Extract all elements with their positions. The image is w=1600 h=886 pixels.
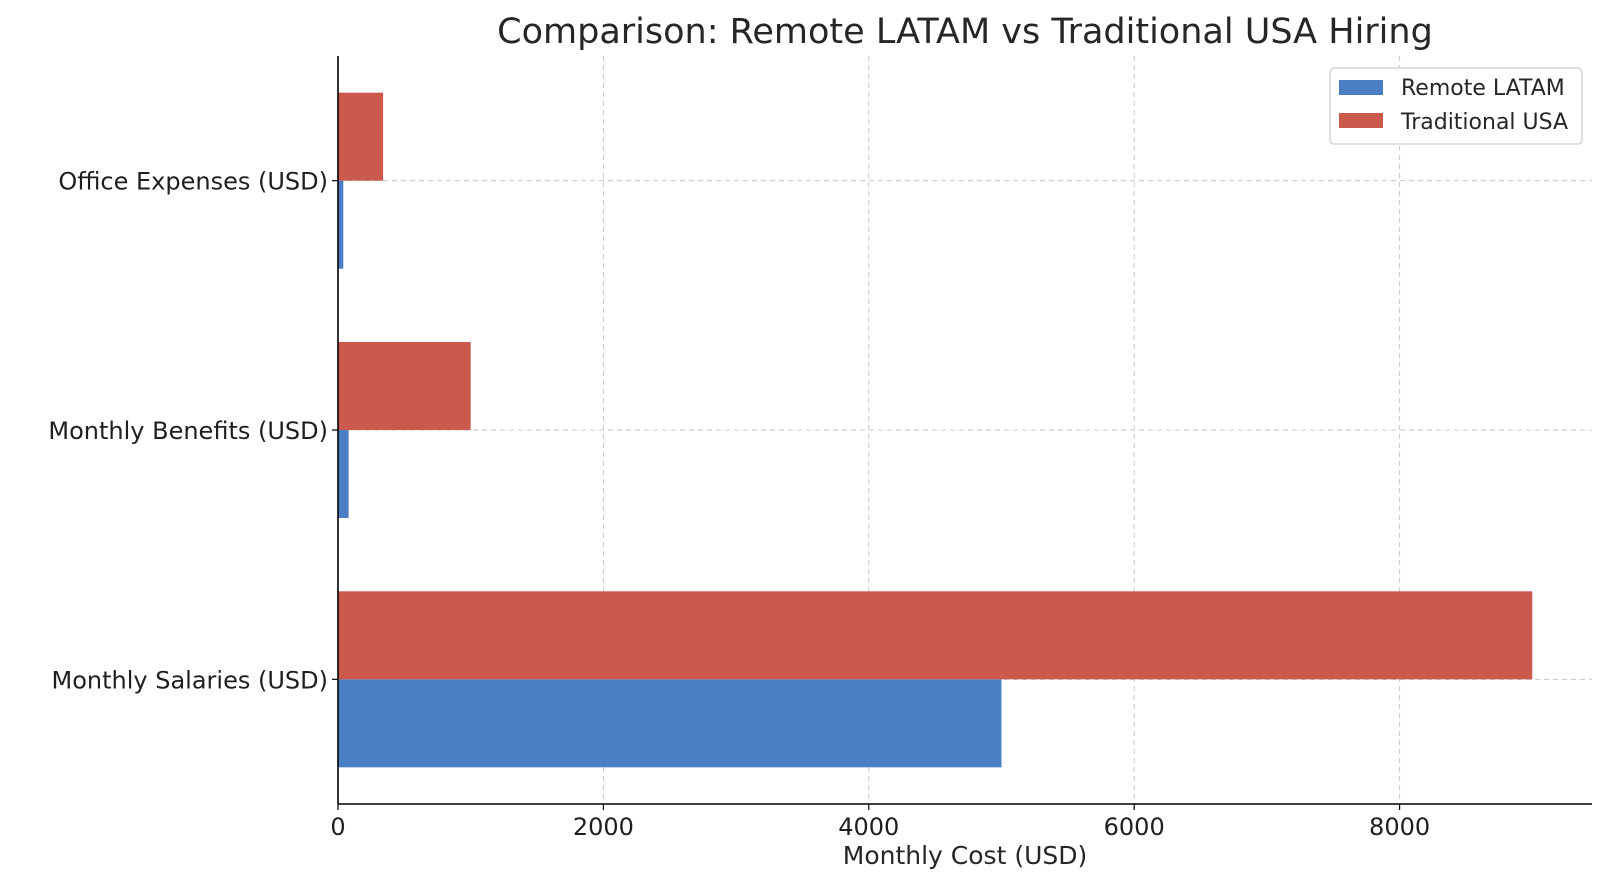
legend-box: [1329, 67, 1583, 145]
bar-traditional-usa-monthly-benefits: [338, 342, 471, 430]
y-tick-label: Monthly Benefits (USD): [48, 417, 328, 445]
y-tick-labels: Monthly Salaries (USD) Monthly Benefits (…: [48, 168, 338, 694]
x-tick-labels: 0 2000 4000 6000 8000: [330, 804, 1430, 841]
x-tick-label: 4000: [838, 813, 899, 841]
legend-swatch-traditional-usa: [1339, 113, 1383, 128]
x-tick-label: 2000: [573, 813, 634, 841]
legend-swatch-remote-latam: [1339, 80, 1383, 95]
x-tick-label: 6000: [1104, 813, 1165, 841]
legend-label-remote-latam: Remote LATAM: [1401, 76, 1565, 101]
y-tick-label: Monthly Salaries (USD): [52, 666, 328, 694]
chart-title: Comparison: Remote LATAM vs Traditional …: [497, 12, 1433, 52]
legend-label-traditional-usa: Traditional USA: [1400, 110, 1568, 135]
bars: [338, 92, 1533, 768]
x-tick-label: 0: [330, 813, 345, 841]
bar-remote-latam-monthly-salaries: [338, 679, 1002, 768]
bar-traditional-usa-monthly-salaries: [338, 591, 1533, 680]
y-tick-label: Office Expenses (USD): [58, 168, 328, 196]
legend: Remote LATAM Traditional USA: [1329, 67, 1583, 145]
x-axis-label: Monthly Cost (USD): [843, 841, 1088, 870]
bar-traditional-usa-office-expenses: [338, 92, 384, 181]
bar-remote-latam-office-expenses: [338, 180, 344, 269]
x-tick-label: 8000: [1369, 813, 1430, 841]
bar-remote-latam-monthly-benefits: [338, 430, 349, 518]
